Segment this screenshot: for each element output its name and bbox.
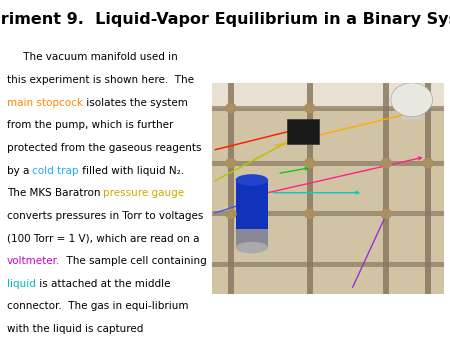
Text: pressure gauge: pressure gauge (104, 188, 184, 198)
Text: from the pump, which is further: from the pump, which is further (7, 120, 173, 130)
Text: connector.  The gas in equi-librium: connector. The gas in equi-librium (7, 301, 188, 312)
Circle shape (225, 158, 237, 168)
Text: liquid: liquid (7, 279, 36, 289)
Text: is attached at the middle: is attached at the middle (36, 279, 170, 289)
Text: The vacuum manifold used in: The vacuum manifold used in (7, 52, 177, 63)
Ellipse shape (236, 174, 268, 186)
Ellipse shape (391, 83, 432, 117)
Bar (236, 180, 268, 231)
Bar (307, 83, 312, 294)
Bar (212, 211, 444, 216)
Circle shape (304, 103, 315, 114)
Bar (425, 83, 431, 294)
Text: (100 Torr = 1 V), which are read on a: (100 Torr = 1 V), which are read on a (7, 234, 199, 244)
Text: this experiment is shown here.  The: this experiment is shown here. The (7, 75, 194, 85)
Text: The MKS Baratron: The MKS Baratron (7, 188, 104, 198)
Bar (212, 83, 444, 108)
Circle shape (380, 158, 392, 168)
Text: main stopcock: main stopcock (7, 98, 83, 108)
Text: filled with liquid N₂.: filled with liquid N₂. (79, 166, 184, 176)
Bar (383, 83, 389, 294)
Circle shape (422, 158, 434, 168)
Text: with the liquid is captured: with the liquid is captured (7, 324, 143, 334)
Text: cold trap: cold trap (32, 166, 79, 176)
Text: The sample cell containing: The sample cell containing (60, 256, 207, 266)
Text: isolates the system: isolates the system (83, 98, 188, 108)
Bar (212, 161, 444, 166)
Circle shape (380, 209, 392, 219)
Text: converts pressures in Torr to voltages: converts pressures in Torr to voltages (7, 211, 203, 221)
Ellipse shape (236, 242, 268, 254)
Text: protected from the gaseous reagents: protected from the gaseous reagents (7, 143, 201, 153)
Circle shape (225, 103, 237, 114)
Bar (212, 262, 444, 267)
Text: by a: by a (7, 166, 32, 176)
Bar (402, 100, 421, 119)
FancyBboxPatch shape (287, 119, 319, 144)
Ellipse shape (236, 225, 268, 237)
Bar (236, 228, 268, 247)
Text: Experiment 9.  Liquid-Vapor Equilibrium in a Binary System: Experiment 9. Liquid-Vapor Equilibrium i… (0, 12, 450, 27)
Circle shape (225, 209, 237, 219)
Circle shape (304, 209, 315, 219)
Bar (212, 105, 444, 111)
Circle shape (304, 158, 315, 168)
Bar (228, 83, 234, 294)
Text: voltmeter.: voltmeter. (7, 256, 60, 266)
